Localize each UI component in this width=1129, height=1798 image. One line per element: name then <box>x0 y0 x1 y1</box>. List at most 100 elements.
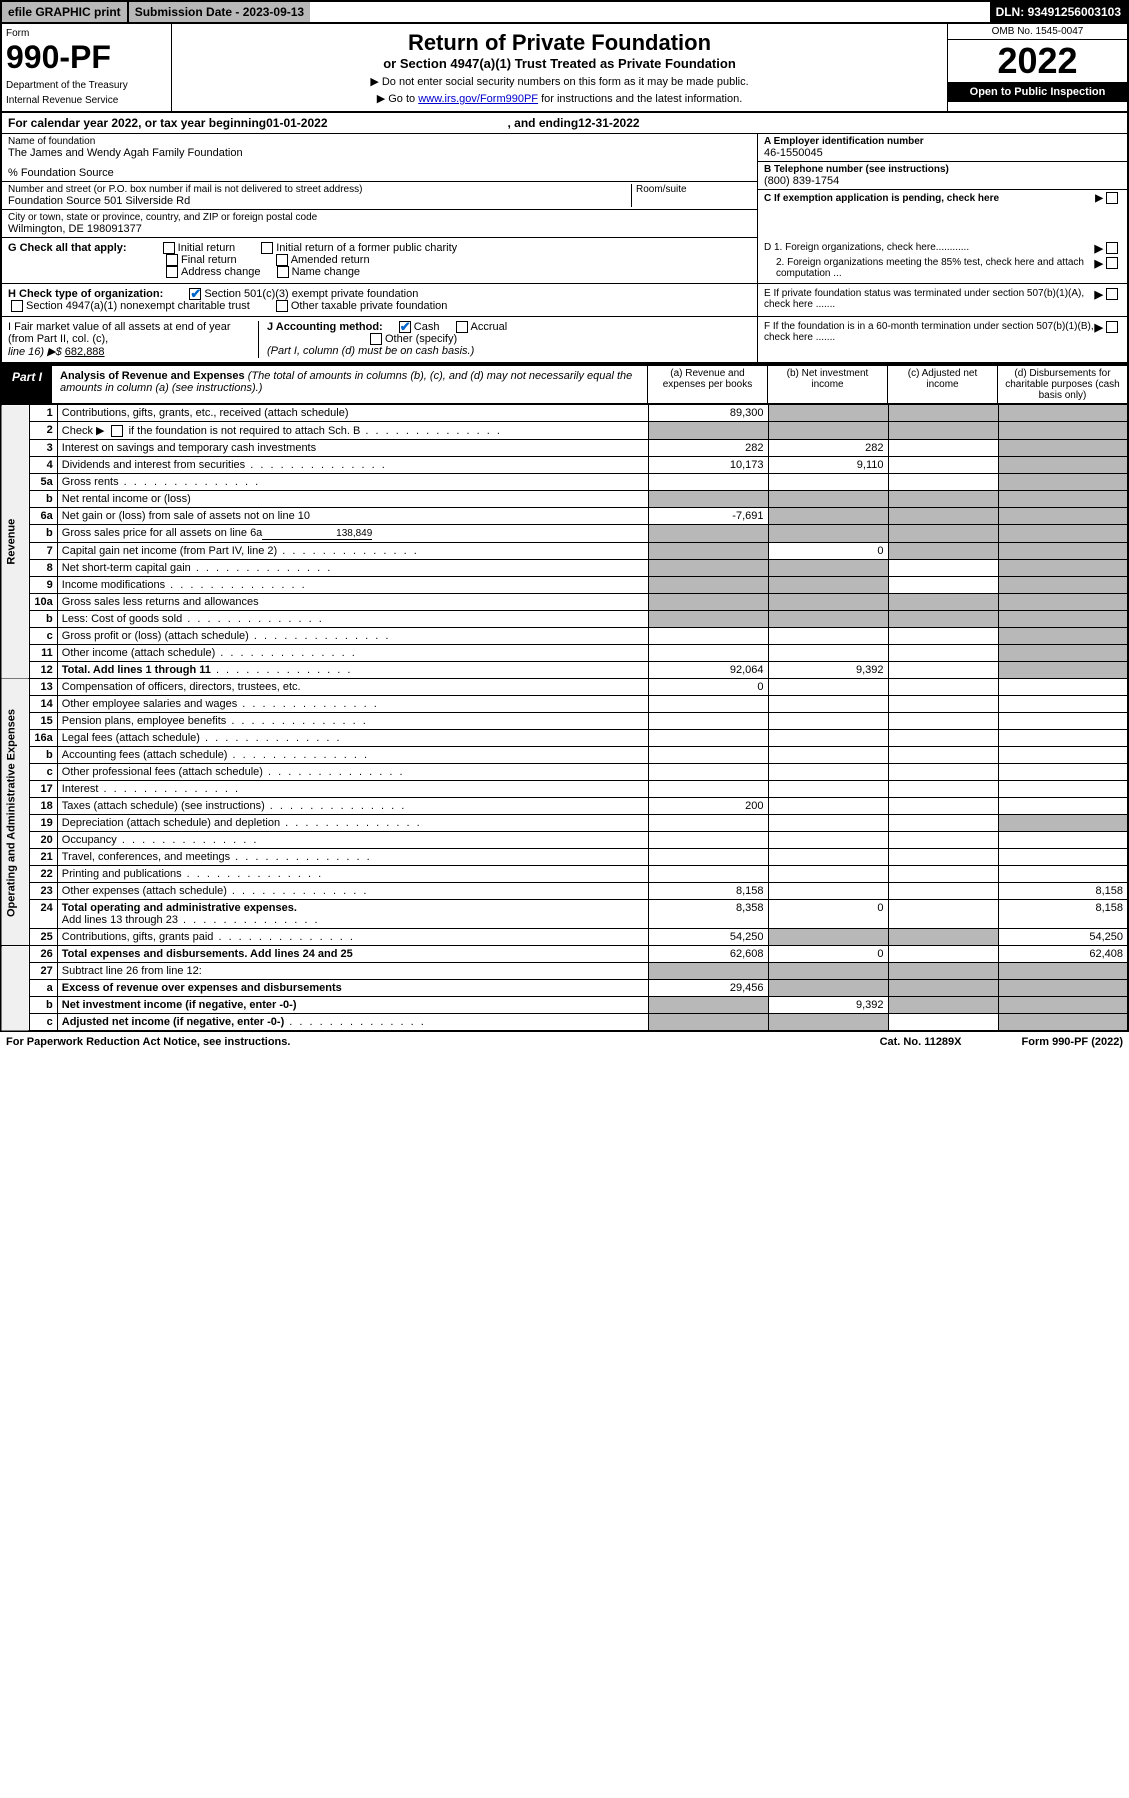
checkbox-501c3[interactable] <box>189 288 201 300</box>
checkbox-cash[interactable] <box>399 321 411 333</box>
table-row: 4Dividends and interest from securities1… <box>1 457 1128 474</box>
table-row: aExcess of revenue over expenses and dis… <box>1 980 1128 997</box>
header-left: Form 990-PF Department of the Treasury I… <box>2 24 172 111</box>
checkbox-addr[interactable] <box>166 266 178 278</box>
col-a-hdr: (a) Revenue and expenses per books <box>647 366 767 403</box>
info-right: A Employer identification number 46-1550… <box>757 134 1127 238</box>
form-title: Return of Private Foundation <box>178 30 941 56</box>
section-i: I Fair market value of all assets at end… <box>8 321 258 358</box>
dept-treasury: Department of the Treasury <box>6 80 167 91</box>
table-row: 2Check ▶ if the foundation is not requir… <box>1 422 1128 440</box>
efile-label[interactable]: efile GRAPHIC print <box>2 2 127 22</box>
part1-header: Part I Analysis of Revenue and Expenses … <box>0 364 1129 405</box>
table-row: 21Travel, conferences, and meetings <box>1 849 1128 866</box>
table-row: 3Interest on savings and temporary cash … <box>1 440 1128 457</box>
table-row: 27Subtract line 26 from line 12: <box>1 963 1128 980</box>
exemption-pending-cell: C If exemption application is pending, c… <box>758 190 1127 206</box>
part1-cols: (a) Revenue and expenses per books (b) N… <box>647 366 1127 403</box>
revenue-label: Revenue <box>1 405 29 679</box>
table-row: 8Net short-term capital gain <box>1 560 1128 577</box>
section-e: E If private foundation status was termi… <box>757 284 1127 316</box>
checkbox-initial[interactable] <box>163 242 175 254</box>
year-end: 12-31-2022 <box>578 116 639 130</box>
col-b-hdr: (b) Net investment income <box>767 366 887 403</box>
table-row: bAccounting fees (attach schedule) <box>1 747 1128 764</box>
table-row: 18Taxes (attach schedule) (see instructi… <box>1 798 1128 815</box>
fmv-value: 682,888 <box>65 346 105 358</box>
checkbox-d2[interactable] <box>1106 257 1118 269</box>
section-j: J Accounting method: Cash Accrual Other … <box>258 321 757 358</box>
table-row: bGross sales price for all assets on lin… <box>1 525 1128 543</box>
form-subtitle: or Section 4947(a)(1) Trust Treated as P… <box>178 56 941 71</box>
checkbox-f[interactable] <box>1106 321 1118 333</box>
table-row: 9Income modifications <box>1 577 1128 594</box>
checkbox-e[interactable] <box>1106 288 1118 300</box>
page-footer: For Paperwork Reduction Act Notice, see … <box>0 1032 1129 1052</box>
irs-link[interactable]: www.irs.gov/Form990PF <box>418 93 538 105</box>
table-row: 19Depreciation (attach schedule) and dep… <box>1 815 1128 832</box>
table-row: 12Total. Add lines 1 through 1192,0649,3… <box>1 662 1128 679</box>
dln-cell: DLN: 93491256003103 <box>990 2 1127 22</box>
table-row: 22Printing and publications <box>1 866 1128 883</box>
col-c-hdr: (c) Adjusted net income <box>887 366 997 403</box>
footer-right: Form 990-PF (2022) <box>1022 1036 1123 1048</box>
checkbox-final[interactable] <box>166 254 178 266</box>
form-header: Form 990-PF Department of the Treasury I… <box>0 24 1129 113</box>
room-suite-label: Room/suite <box>631 184 751 207</box>
city-state-zip: Wilmington, DE 198091377 <box>8 223 751 235</box>
footer-left: For Paperwork Reduction Act Notice, see … <box>6 1036 290 1048</box>
part1-desc: Analysis of Revenue and Expenses (The to… <box>52 366 647 403</box>
table-row: Revenue 1Contributions, gifts, grants, e… <box>1 405 1128 422</box>
header-right: OMB No. 1545-0047 2022 Open to Public In… <box>947 24 1127 111</box>
table-row: cAdjusted net income (if negative, enter… <box>1 1014 1128 1032</box>
table-row: bNet investment income (if negative, ent… <box>1 997 1128 1014</box>
table-row: 26Total expenses and disbursements. Add … <box>1 946 1128 963</box>
checkbox-c[interactable] <box>1106 192 1118 204</box>
table-row: cOther professional fees (attach schedul… <box>1 764 1128 781</box>
care-of: % Foundation Source <box>8 167 751 179</box>
checkbox-amended[interactable] <box>276 254 288 266</box>
table-row: 25Contributions, gifts, grants paid54,25… <box>1 929 1128 946</box>
checkbox-initial-pub[interactable] <box>261 242 273 254</box>
tax-year: 2022 <box>948 40 1127 82</box>
ein-value: 46-1550045 <box>764 147 1121 159</box>
table-row: bLess: Cost of goods sold <box>1 611 1128 628</box>
instr-1: ▶ Do not enter social security numbers o… <box>178 75 941 88</box>
table-row: bNet rental income or (loss) <box>1 491 1128 508</box>
street-cell: Number and street (or P.O. box number if… <box>2 182 757 210</box>
table-row: 7Capital gain net income (from Part IV, … <box>1 543 1128 560</box>
section-d: D 1. Foreign organizations, check here..… <box>757 238 1127 283</box>
checkbox-other-acct[interactable] <box>370 333 382 345</box>
row-h-e: H Check type of organization: Section 50… <box>0 284 1129 317</box>
section-f: F If the foundation is in a 60-month ter… <box>757 317 1127 362</box>
checkbox-schb[interactable] <box>111 425 123 437</box>
table-row: 23Other expenses (attach schedule)8,1588… <box>1 883 1128 900</box>
section-i-j: I Fair market value of all assets at end… <box>8 321 757 358</box>
submission-cell: Submission Date - 2023-09-13 <box>127 2 310 22</box>
city-cell: City or town, state or province, country… <box>2 210 757 238</box>
foundation-name-cell: Name of foundation The James and Wendy A… <box>2 134 757 182</box>
checkbox-other-tax[interactable] <box>276 300 288 312</box>
foundation-name: The James and Wendy Agah Family Foundati… <box>8 147 751 159</box>
table-row: 16aLegal fees (attach schedule) <box>1 730 1128 747</box>
info-left: Name of foundation The James and Wendy A… <box>2 134 757 238</box>
table-row: 20Occupancy <box>1 832 1128 849</box>
year-begin: 01-01-2022 <box>266 116 327 130</box>
street-address: Foundation Source 501 Silverside Rd <box>8 195 631 207</box>
checkbox-name[interactable] <box>277 266 289 278</box>
checkbox-accrual[interactable] <box>456 321 468 333</box>
table-row: 6aNet gain or (loss) from sale of assets… <box>1 508 1128 525</box>
table-row: 24Total operating and administrative exp… <box>1 900 1128 929</box>
section-h: H Check type of organization: Section 50… <box>8 288 757 312</box>
open-inspection: Open to Public Inspection <box>948 82 1127 102</box>
checkbox-4947[interactable] <box>11 300 23 312</box>
table-row: 11Other income (attach schedule) <box>1 645 1128 662</box>
row-i-j-f: I Fair market value of all assets at end… <box>0 317 1129 364</box>
checkbox-d1[interactable] <box>1106 242 1118 254</box>
calendar-year-row: For calendar year 2022, or tax year begi… <box>0 113 1129 134</box>
phone-cell: B Telephone number (see instructions) (8… <box>758 162 1127 190</box>
section-g: G Check all that apply: Initial return I… <box>8 242 757 279</box>
omb-number: OMB No. 1545-0047 <box>948 24 1127 40</box>
header-center: Return of Private Foundation or Section … <box>172 24 947 111</box>
form-number: 990-PF <box>6 39 167 76</box>
